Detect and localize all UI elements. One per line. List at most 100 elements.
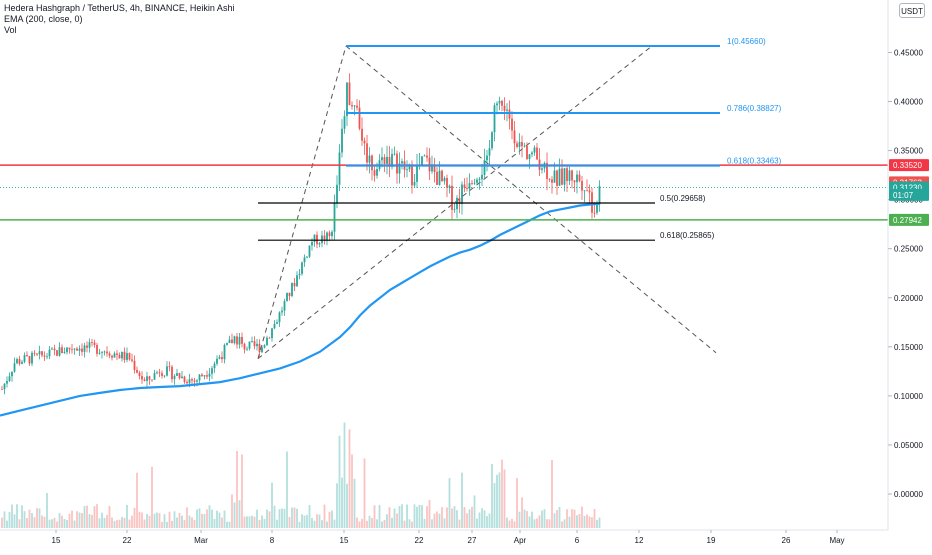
candle (21, 361, 23, 364)
volume-bar (423, 518, 426, 528)
candle (411, 164, 413, 186)
volume-bar (536, 518, 538, 528)
candle (443, 178, 446, 182)
volume-bar (246, 516, 248, 528)
volume-bar (291, 507, 293, 528)
candle (36, 353, 38, 355)
volume-bar (203, 514, 206, 528)
candle (423, 155, 426, 157)
volume-bar (298, 521, 301, 528)
candle (473, 182, 476, 184)
candle (343, 116, 346, 129)
volume-bar (598, 517, 601, 528)
candle (476, 179, 478, 183)
volume-bar (506, 517, 508, 528)
volume-bar (186, 507, 188, 528)
candle (363, 140, 366, 144)
volume-bar (438, 513, 441, 528)
candle (138, 372, 141, 377)
candle (146, 376, 148, 382)
candle (371, 155, 373, 171)
y-tick-label: 0.00000 (894, 490, 923, 499)
candle (203, 375, 206, 377)
legend-vol: Vol (4, 25, 17, 35)
fib-level-label: 0.618(0.25865) (660, 231, 715, 240)
candle (228, 339, 231, 344)
volume-bar (366, 520, 368, 528)
x-tick-label: 8 (270, 536, 275, 545)
volume-bar (111, 517, 113, 528)
currency-button[interactable]: USDT (899, 3, 925, 18)
volume-bar (461, 472, 463, 528)
candle (316, 234, 318, 245)
candle (383, 157, 386, 164)
volume-bar (521, 497, 523, 528)
volume-bar (151, 466, 153, 528)
volume-bar (156, 512, 158, 528)
volume-bar (51, 519, 53, 528)
candle (416, 164, 418, 182)
trend-lines (257, 45, 717, 359)
candle (308, 245, 311, 257)
volume-bar (218, 512, 221, 528)
candle (426, 155, 428, 158)
volume-bar (568, 516, 571, 528)
candle (286, 292, 288, 302)
volume-bar (153, 513, 156, 528)
volume-bar (496, 474, 498, 528)
candle (268, 337, 271, 339)
candle (181, 376, 183, 379)
volume-bar (313, 520, 316, 528)
candle (248, 341, 251, 349)
candle (531, 152, 533, 155)
candle (158, 372, 161, 374)
volume-bar (316, 514, 318, 528)
candle (153, 373, 156, 380)
volume-bar (433, 513, 436, 528)
volume-bar (158, 513, 161, 528)
candle (173, 375, 176, 380)
volume-bar (323, 504, 326, 528)
candle (18, 359, 21, 364)
volume-bar (478, 512, 481, 528)
volume-bar (398, 505, 401, 528)
volume-bar (193, 520, 196, 528)
volume-bar (33, 517, 36, 528)
volume-bar (353, 478, 356, 528)
fib-level-label: 0.786(0.38827) (727, 104, 782, 113)
candle (141, 376, 143, 380)
candle (521, 142, 523, 147)
candle (58, 347, 61, 356)
y-tick-label: 0.05000 (894, 441, 923, 450)
volume-bar (271, 482, 273, 528)
candle (498, 100, 501, 104)
volume-bar (586, 514, 588, 528)
volume-bar (356, 517, 358, 528)
candle (51, 348, 53, 350)
candle (11, 371, 13, 377)
volume-bar (113, 520, 116, 528)
candle (93, 342, 96, 346)
volume-bar (468, 509, 471, 528)
volume-bar (531, 511, 533, 528)
candle (293, 283, 296, 287)
candle (176, 373, 178, 376)
volume-bar (221, 517, 223, 528)
candle (131, 359, 133, 361)
candle (598, 186, 601, 205)
volume-bar (11, 504, 13, 528)
volume-bar (133, 507, 136, 528)
candle (586, 190, 588, 192)
candle (311, 241, 313, 246)
candle (241, 336, 243, 344)
fib-levels: 1(0.45660) 0.786(0.38827) 0.618(0.33463) 0.… (0, 37, 888, 241)
volume-bar (488, 513, 491, 528)
candle (436, 172, 438, 185)
volume-bar (401, 504, 403, 528)
volume-bar (596, 519, 598, 528)
candle (528, 154, 531, 160)
volume-bar (306, 514, 308, 528)
volume-bar (61, 515, 63, 528)
